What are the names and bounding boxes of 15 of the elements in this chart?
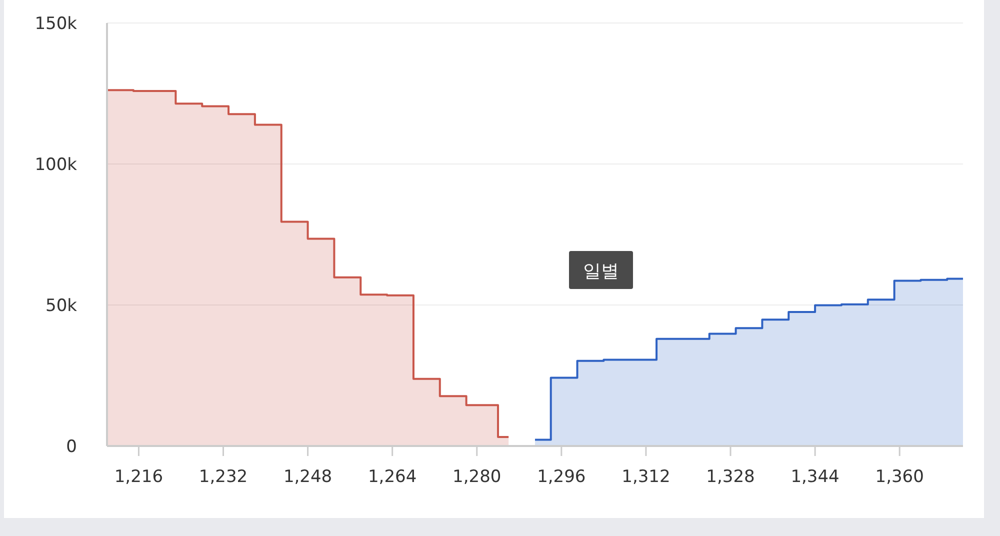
x-tick-label: 1,296 bbox=[537, 467, 586, 487]
y-tick-label: 100k bbox=[34, 155, 78, 175]
annotation: 일별 bbox=[583, 261, 619, 282]
x-tick-label: 1,264 bbox=[368, 467, 417, 487]
x-tick-label: 1,232 bbox=[198, 467, 248, 487]
y-tick-label: 0 bbox=[66, 437, 77, 457]
y-tick-label: 50k bbox=[46, 296, 78, 316]
x-tick-label: 1,328 bbox=[706, 467, 755, 487]
y-tick-label: 150k bbox=[34, 14, 78, 34]
x-tick-label: 1,360 bbox=[875, 467, 924, 487]
x-tick-label: 1,312 bbox=[622, 467, 670, 487]
x-tick-label: 1,216 bbox=[114, 467, 164, 487]
x-tick-label: 1,248 bbox=[283, 467, 332, 487]
x-tick-label: 1,280 bbox=[452, 467, 502, 487]
x-tick-label: 1,344 bbox=[790, 467, 840, 487]
